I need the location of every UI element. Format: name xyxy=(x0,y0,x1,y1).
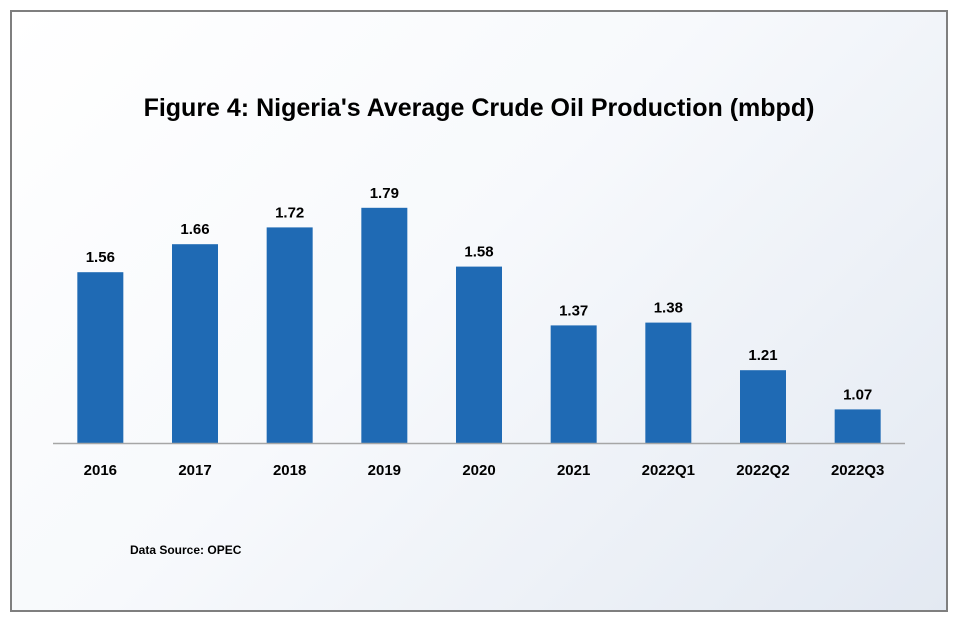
bars-layer xyxy=(77,207,881,443)
data-label-2017: 1.66 xyxy=(180,221,209,238)
bar-2022q3 xyxy=(834,409,881,443)
data-label-2020: 1.58 xyxy=(464,244,493,261)
x-tick-label-2021: 2021 xyxy=(557,462,590,479)
x-tick-label-2018: 2018 xyxy=(273,462,306,479)
bar-2018 xyxy=(266,227,313,443)
data-label-2022q1: 1.38 xyxy=(654,300,683,317)
x-tick-label-2017: 2017 xyxy=(178,462,211,479)
data-label-2019: 1.79 xyxy=(370,185,399,202)
x-tick-label-2020: 2020 xyxy=(462,462,495,479)
x-tick-label-2016: 2016 xyxy=(84,462,117,479)
bar-2020 xyxy=(456,266,502,443)
data-label-2021: 1.37 xyxy=(559,302,588,319)
bar-2016 xyxy=(77,272,124,443)
bar-2021 xyxy=(550,325,597,443)
x-tick-label-2022q3: 2022Q3 xyxy=(831,462,884,479)
data-label-2022q2: 1.21 xyxy=(748,347,777,364)
data-label-2018: 1.72 xyxy=(275,204,304,221)
x-tick-label-2019: 2019 xyxy=(368,462,401,479)
bar-2019 xyxy=(361,207,408,443)
data-label-2016: 1.56 xyxy=(86,249,115,266)
data-label-2022q3: 1.07 xyxy=(843,386,872,403)
labels-layer: 1.56 2016 1.66 2017 1.72 2018 1.79 2019 1.58 2020… xyxy=(84,185,885,479)
bar-2022q2 xyxy=(740,370,786,443)
chart-title: Figure 4: Nigeria's Average Crude Oil Pr… xyxy=(143,94,815,122)
bar-2022q1 xyxy=(645,322,692,443)
x-tick-label-2022q1: 2022Q1 xyxy=(642,462,695,479)
data-source-note: Data Source: OPEC xyxy=(130,543,242,557)
x-tick-label-2022q2: 2022Q2 xyxy=(736,462,789,479)
bar-2017 xyxy=(172,244,218,443)
